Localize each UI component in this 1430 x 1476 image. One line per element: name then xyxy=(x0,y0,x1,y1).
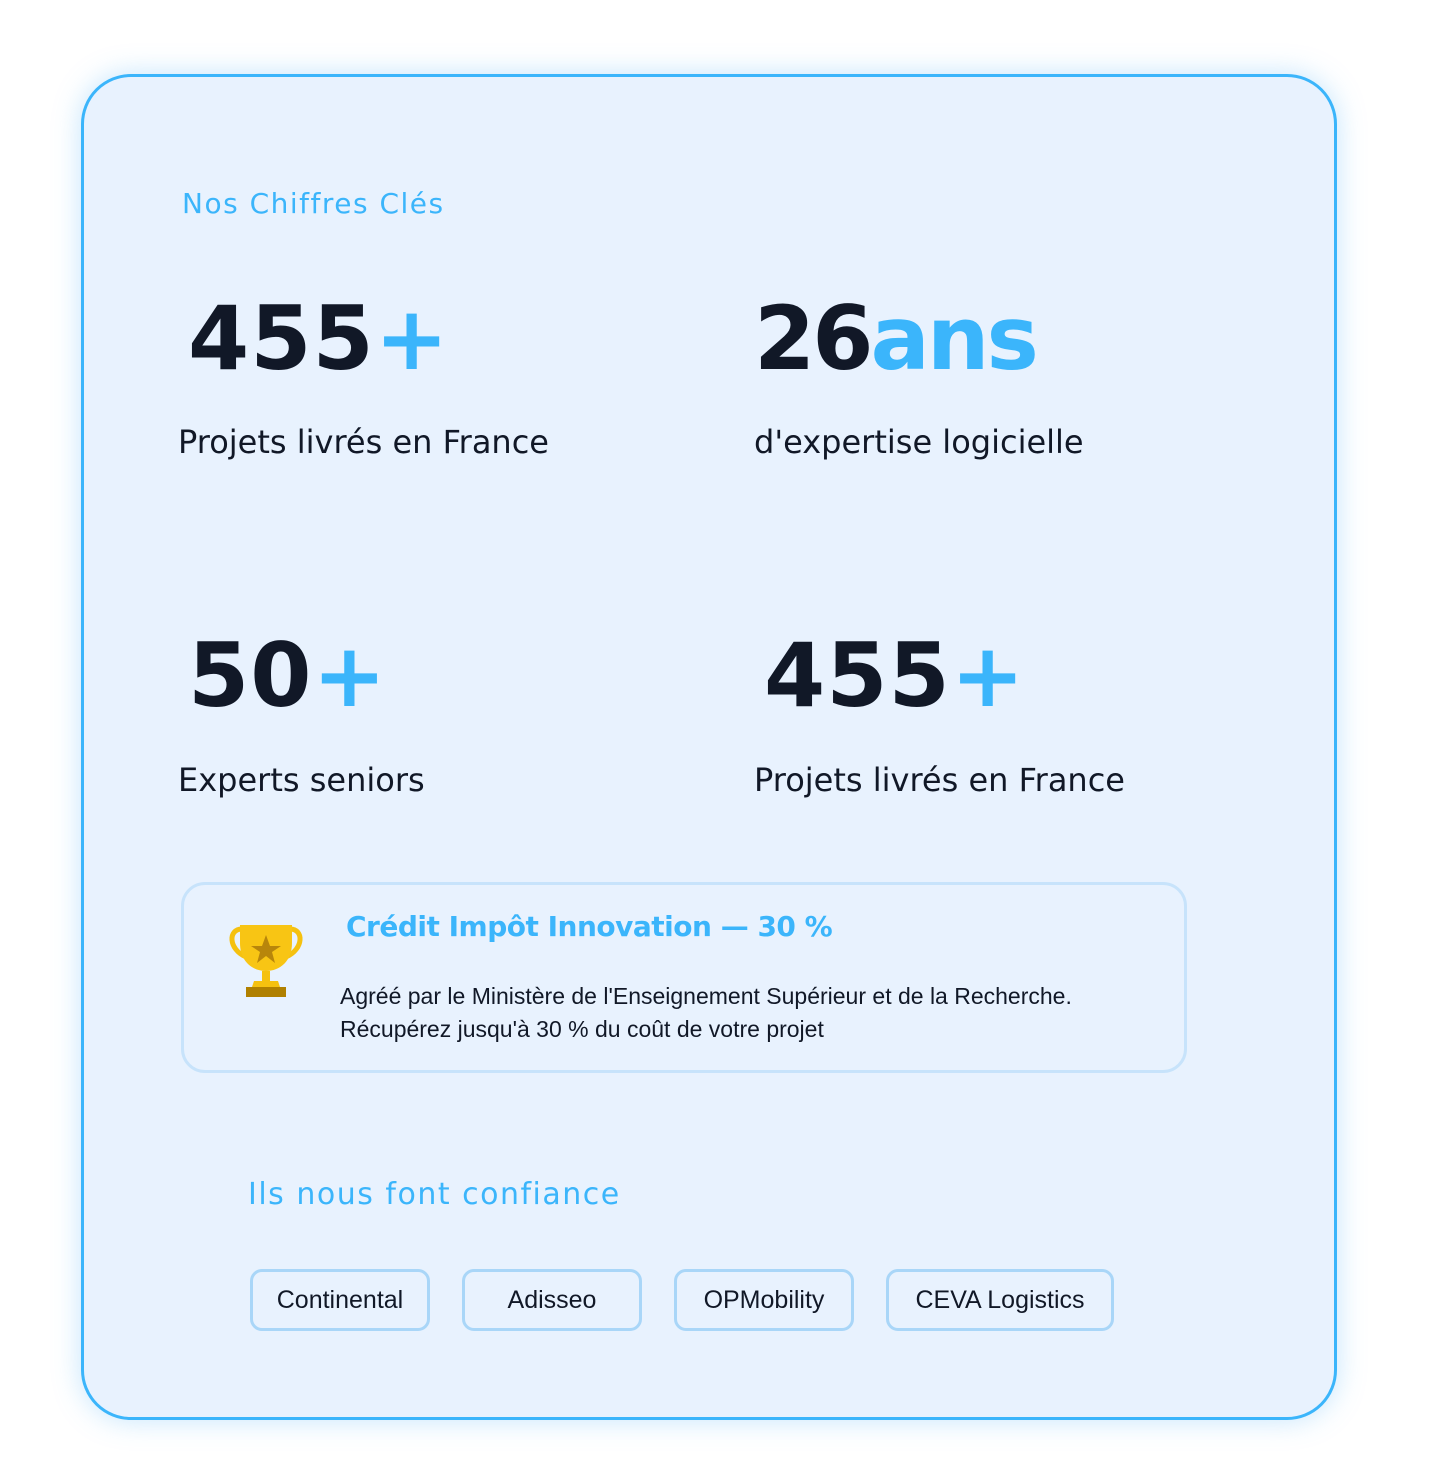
stat-value: 455+ xyxy=(188,287,450,390)
stat-label: Experts seniors xyxy=(178,761,425,799)
stat-label: Projets livrés en France xyxy=(754,761,1125,799)
section-title: Nos Chiffres Clés xyxy=(182,187,445,220)
stat-value: 50+ xyxy=(188,624,388,727)
cii-line: Récupérez jusqu'à 30 % du coût de votre … xyxy=(340,1016,824,1042)
trophy-icon xyxy=(229,925,303,997)
client-chip: OPMobility xyxy=(674,1269,854,1331)
client-list: Continental Adisseo OPMobility CEVA Logi… xyxy=(250,1269,1114,1331)
cii-callout: Crédit Impôt Innovation — 30 % Agréé par… xyxy=(181,882,1187,1073)
cii-description: Agréé par le Ministère de l'Enseignement… xyxy=(340,980,1072,1046)
client-chip: Adisseo xyxy=(462,1269,642,1331)
clients-title: Ils nous font confiance xyxy=(248,1177,621,1212)
stat-value: 26ans xyxy=(754,287,1039,390)
key-figures-card: Nos Chiffres Clés 455+ Projets livrés en… xyxy=(81,74,1337,1420)
stat-label: Projets livrés en France xyxy=(178,423,549,461)
cii-title: Crédit Impôt Innovation — 30 % xyxy=(346,910,833,943)
stat-label: d'expertise logicielle xyxy=(754,423,1084,461)
client-chip: Continental xyxy=(250,1269,430,1331)
client-chip: CEVA Logistics xyxy=(886,1269,1114,1331)
cii-line: Agréé par le Ministère de l'Enseignement… xyxy=(340,983,1072,1009)
stat-value: 455+ xyxy=(764,624,1026,727)
